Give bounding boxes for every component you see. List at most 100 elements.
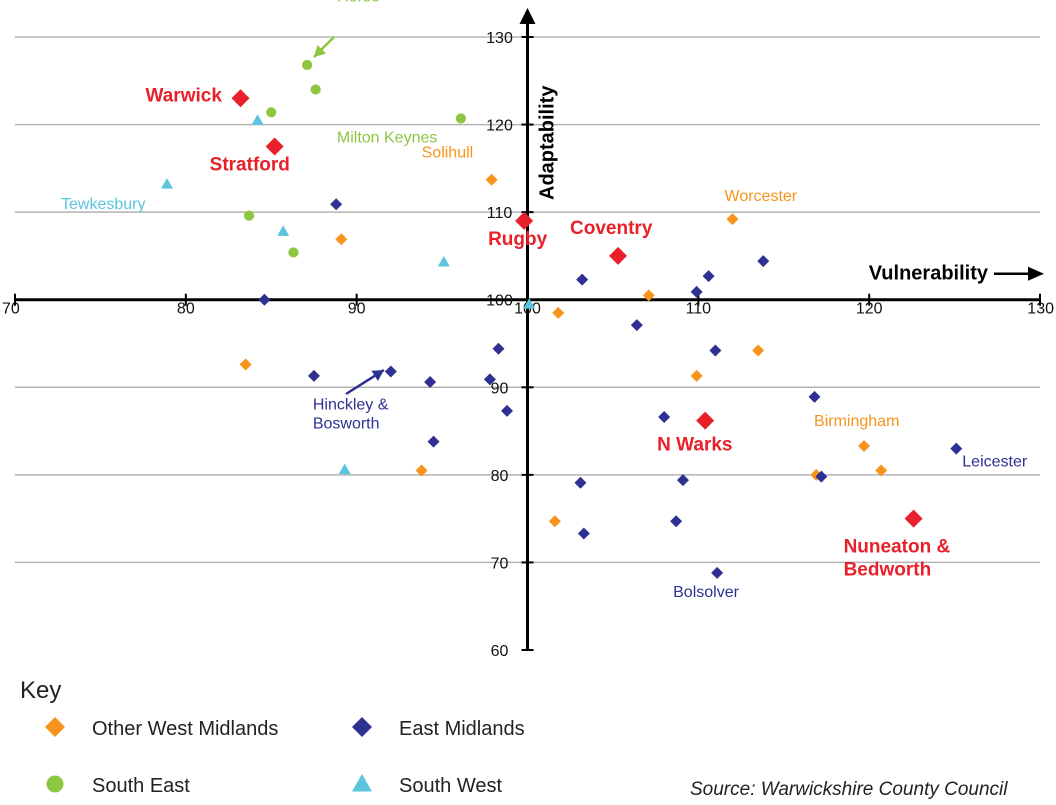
data-point: [424, 376, 437, 389]
data-point: [258, 293, 271, 306]
data-point: [492, 342, 505, 355]
point-label: N Warks: [657, 435, 732, 456]
pointer-arrow-icon: [371, 370, 384, 381]
data-point: [642, 289, 655, 302]
data-point: [904, 509, 923, 528]
data-point: [726, 213, 739, 226]
data-point: [609, 246, 628, 265]
point-label: Vale ofWhiteHorse: [337, 0, 386, 5]
y-tick-label: 100: [486, 293, 513, 310]
data-point: [875, 464, 888, 477]
y-tick-label: 70: [491, 555, 509, 572]
point-label: Tewkesbury: [61, 196, 145, 213]
point-label: Leicester: [962, 454, 1028, 471]
legend-marker: [352, 774, 372, 792]
tick-labels: 70 80 90 100 110 120 130 60 70 80 90 100 110 120 130: [2, 30, 1054, 660]
data-point: [670, 515, 683, 528]
x-tick-label: 110: [686, 301, 712, 318]
data-point: [523, 298, 536, 309]
x-tick-label: 120: [856, 301, 883, 318]
y-tick-label: 120: [486, 118, 513, 135]
data-point: [576, 273, 589, 286]
legend-title: Key: [20, 677, 61, 704]
data-point: [548, 515, 561, 528]
legend-label: South West: [399, 775, 502, 797]
data-point: [288, 247, 299, 258]
data-point: [338, 463, 351, 475]
data-point: [265, 137, 284, 156]
point-label: Hinckley & Bosworth: [313, 397, 389, 433]
point-label-line: Horse: [337, 0, 380, 5]
data-point: [658, 411, 671, 424]
data-point: [455, 113, 466, 124]
legend: Key Other West Midlands East Midlands Sout…: [20, 677, 525, 797]
data-point: [711, 566, 724, 579]
data-point: [310, 84, 321, 95]
y-tick-label: 80: [491, 468, 509, 485]
x-tick-label: 90: [348, 301, 366, 318]
y-tick-label: 90: [491, 380, 509, 397]
data-point: [552, 306, 565, 319]
point-label: Warwick: [146, 85, 223, 106]
legend-marker: [352, 717, 372, 737]
data-point: [515, 211, 534, 230]
y-axis-title: Adaptability: [537, 85, 559, 200]
data-point: [690, 369, 703, 382]
data-point: [690, 285, 703, 298]
data-point: [485, 173, 498, 186]
data-point: [384, 365, 397, 378]
data-point: [815, 470, 828, 483]
x-axis-arrow-icon: [1028, 266, 1044, 281]
x-tick-label: 70: [2, 301, 20, 318]
data-point: [630, 319, 643, 332]
point-label-line: Nuneaton &: [844, 537, 951, 558]
data-point: [307, 369, 320, 382]
data-point: [251, 114, 264, 125]
data-point: [757, 255, 770, 268]
data-point: [266, 107, 277, 118]
point-label: Birmingham: [814, 413, 899, 430]
point-label: Worcester: [725, 188, 798, 205]
data-point: [574, 476, 587, 489]
point-label: Milton Keynes: [337, 129, 438, 146]
data-point: [501, 404, 513, 417]
x-axis-title: Vulnerability: [869, 263, 989, 285]
data-point: [243, 210, 255, 221]
data-point: [696, 411, 715, 430]
point-label: Solihull: [422, 145, 474, 162]
data-point: [335, 233, 348, 246]
point-labels: Warwick Stratford Rugby Coventry N Warks Nune…: [61, 0, 1028, 601]
data-point: [330, 198, 343, 211]
data-point: [415, 464, 428, 477]
point-label: Stratford: [210, 154, 290, 175]
data-point: [676, 474, 689, 487]
data-point: [709, 344, 722, 357]
x-tick-label: 130: [1027, 301, 1054, 318]
legend-label: South East: [92, 775, 190, 797]
data-point: [752, 344, 765, 357]
data-point: [702, 270, 715, 283]
data-point: [808, 390, 821, 403]
data-point: [277, 225, 290, 236]
y-axis-arrow-icon: [519, 8, 536, 24]
legend-label: East Midlands: [399, 718, 525, 740]
pointer-arrow-icon: [314, 44, 327, 57]
data-point: [427, 435, 440, 448]
y-tick-label: 60: [491, 643, 509, 660]
legend-marker: [45, 717, 65, 737]
data-point: [161, 178, 174, 189]
point-label-line: Bedworth: [844, 559, 932, 580]
data-point: [577, 527, 590, 540]
data-points: [161, 59, 963, 579]
x-tick-label: 100: [514, 301, 541, 318]
y-tick-label: 110: [487, 205, 513, 222]
data-point: [231, 89, 250, 108]
point-label: Coventry: [570, 218, 653, 239]
data-point: [239, 358, 252, 371]
data-point: [858, 439, 871, 452]
point-label-line: Hinckley &: [313, 397, 389, 414]
point-label: Bolsolver: [673, 584, 739, 601]
point-label: Rugby: [488, 229, 548, 250]
legend-marker: [46, 775, 64, 793]
